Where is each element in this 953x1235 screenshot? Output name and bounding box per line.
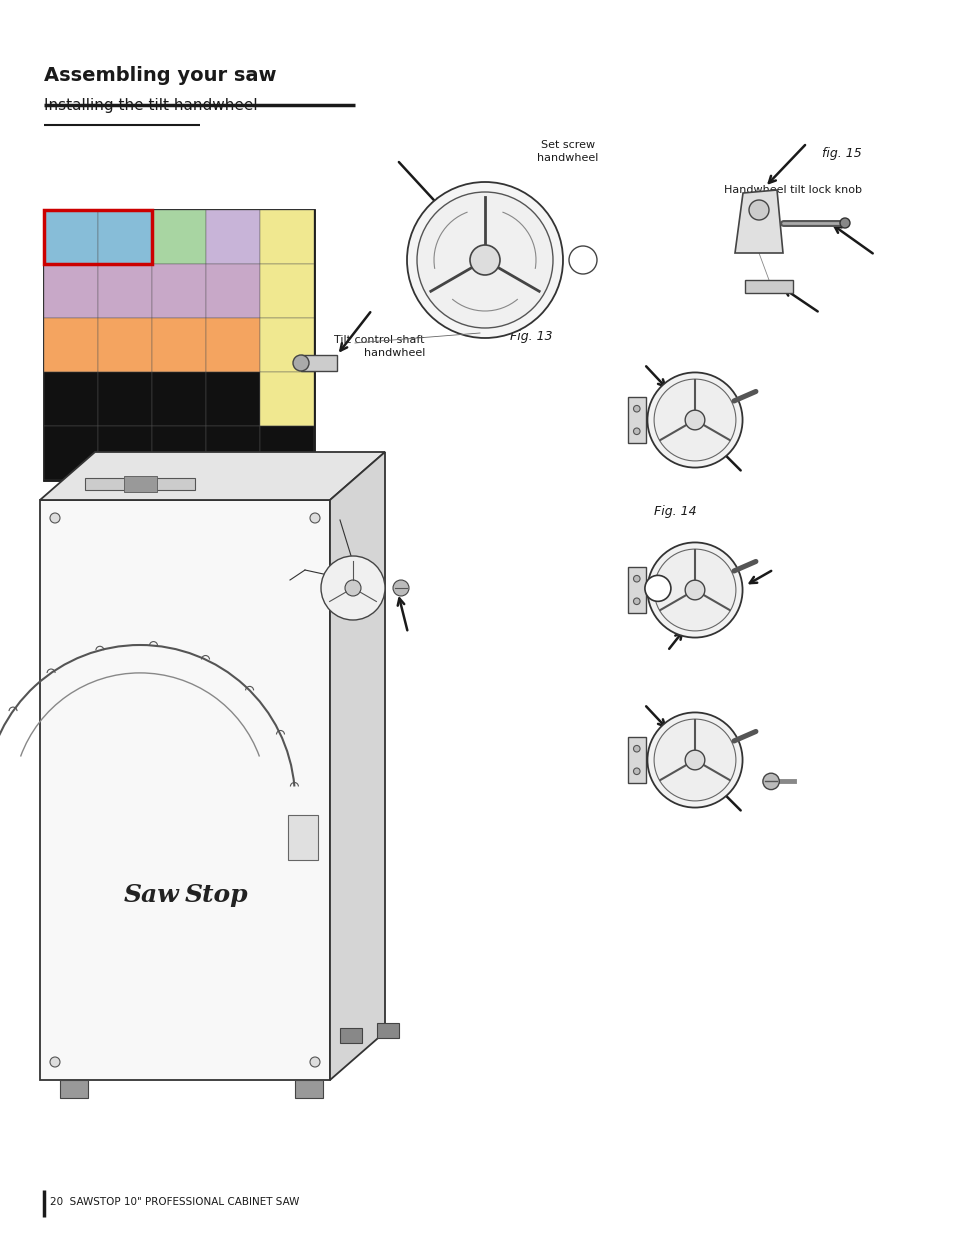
Bar (260, 426, 314, 480)
Circle shape (840, 219, 849, 228)
Circle shape (633, 429, 639, 435)
Text: Assembling your saw: Assembling your saw (44, 65, 276, 85)
Bar (44, 426, 98, 480)
Text: Installing the tilt handwheel: Installing the tilt handwheel (44, 98, 257, 112)
Bar (152, 372, 206, 426)
Circle shape (654, 379, 735, 461)
Circle shape (647, 373, 741, 468)
Circle shape (50, 513, 60, 522)
Bar (206, 372, 260, 426)
Bar (152, 264, 206, 317)
Bar (44, 210, 152, 264)
Circle shape (684, 750, 704, 769)
Bar (98, 210, 152, 264)
Text: Fig. 13: Fig. 13 (510, 330, 552, 343)
Bar (98, 372, 152, 426)
Polygon shape (40, 452, 385, 500)
Bar (627, 398, 645, 442)
Bar (98, 264, 152, 317)
Circle shape (684, 580, 704, 600)
Circle shape (684, 410, 704, 430)
Circle shape (748, 200, 768, 220)
Circle shape (293, 354, 309, 370)
Bar (152, 210, 206, 264)
Bar (260, 317, 314, 372)
Bar (206, 264, 260, 317)
Bar (98, 426, 152, 480)
Bar (260, 264, 314, 317)
Circle shape (393, 580, 409, 597)
Circle shape (407, 182, 562, 338)
Polygon shape (734, 190, 782, 253)
Text: Tilt control shaft
handwheel: Tilt control shaft handwheel (335, 335, 424, 358)
Bar (44, 210, 314, 480)
Bar (294, 1079, 323, 1098)
Circle shape (644, 576, 670, 601)
Bar (376, 1023, 398, 1037)
Bar (85, 478, 194, 490)
Circle shape (310, 1057, 319, 1067)
Circle shape (633, 768, 639, 774)
Circle shape (345, 580, 360, 597)
Bar (44, 210, 98, 264)
Polygon shape (40, 500, 330, 1079)
Bar (206, 210, 260, 264)
Bar (339, 1028, 361, 1042)
Bar (98, 317, 152, 372)
Polygon shape (330, 452, 385, 1079)
Bar (260, 372, 314, 426)
Text: Set screw
handwheel: Set screw handwheel (537, 140, 598, 163)
Circle shape (633, 576, 639, 582)
Text: Fig. 14: Fig. 14 (653, 505, 696, 517)
Circle shape (654, 719, 735, 802)
Circle shape (470, 245, 499, 275)
Circle shape (647, 542, 741, 637)
Circle shape (50, 1057, 60, 1067)
Text: 20  SAWSTOP 10" PROFESSIONAL CABINET SAW: 20 SAWSTOP 10" PROFESSIONAL CABINET SAW (50, 1197, 299, 1207)
Bar (744, 280, 792, 293)
Bar (152, 317, 206, 372)
Circle shape (568, 246, 597, 274)
Circle shape (647, 713, 741, 808)
Bar (152, 426, 206, 480)
Circle shape (762, 773, 779, 789)
Bar (44, 317, 98, 372)
Bar (301, 354, 336, 370)
Bar (260, 210, 314, 264)
Text: Handwheel tilt lock knob: Handwheel tilt lock knob (723, 185, 862, 195)
Bar (288, 815, 317, 860)
Circle shape (654, 550, 735, 631)
Text: fig. 15: fig. 15 (821, 147, 862, 161)
Bar (123, 475, 156, 492)
Circle shape (320, 556, 385, 620)
Bar (627, 567, 645, 613)
Text: Stop: Stop (185, 883, 249, 906)
Circle shape (633, 746, 639, 752)
Bar (627, 737, 645, 783)
Bar (206, 426, 260, 480)
Bar (60, 1079, 88, 1098)
Circle shape (416, 191, 553, 329)
Text: Saw: Saw (123, 883, 179, 906)
Circle shape (633, 598, 639, 605)
Circle shape (310, 513, 319, 522)
Bar (44, 372, 98, 426)
Bar (44, 264, 98, 317)
Bar (206, 317, 260, 372)
Circle shape (633, 405, 639, 412)
